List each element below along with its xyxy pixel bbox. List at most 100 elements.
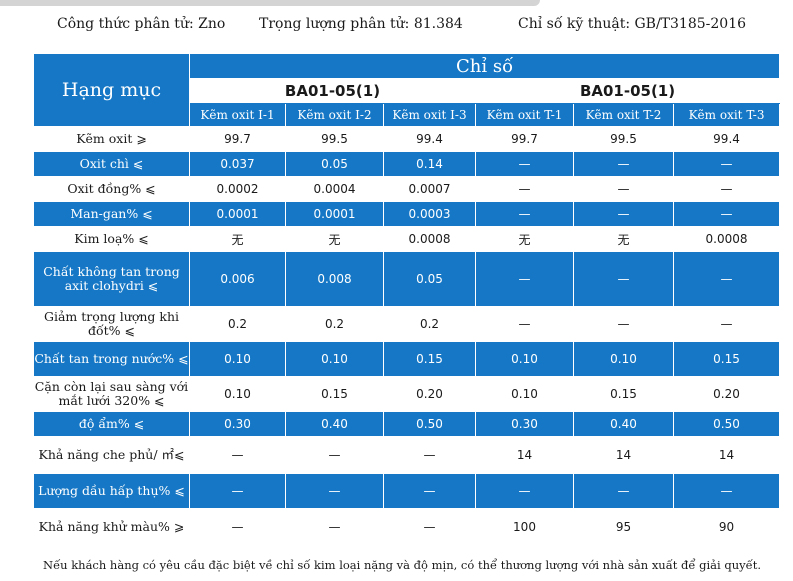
cell-value: — [672, 151, 781, 177]
cell-value: 0.40 [573, 411, 674, 437]
table-row: Man-gan% ⩽ 0.0001 0.0001 0.0003— — — [33, 201, 781, 227]
cell-value: 0.20 [672, 376, 781, 412]
cell-value: 14 [475, 436, 574, 474]
column-header: Kẽm oxit I-2 [285, 103, 384, 127]
table-row: Khả năng che phủ/ ㎡⩽ — — —14 14 14 [33, 436, 781, 474]
cell-value: 0.006 [189, 251, 286, 307]
cell-value: 100 [475, 508, 574, 546]
cell-value: 0.10 [189, 341, 286, 377]
cell-value: 0.50 [672, 411, 781, 437]
cell-value: 99.5 [573, 126, 674, 152]
cell-value: — [672, 473, 781, 509]
table-row: Chất không tan trong axit clohydri ⩽ 0.00… [33, 251, 781, 307]
cell-value: 0.15 [383, 341, 476, 377]
cell-value: — [573, 306, 674, 342]
cell-value: 0.008 [285, 251, 384, 307]
cell-value: 0.0008 [383, 226, 476, 252]
cell-value: 0.40 [285, 411, 384, 437]
cell-value: — [672, 201, 781, 227]
cell-value: 0.0001 [189, 201, 286, 227]
group-header-1: BA01-05(1) [189, 78, 476, 104]
column-header: Kẽm oxit I-1 [189, 103, 286, 127]
cell-value: 99.4 [383, 126, 476, 152]
table-row: độ ẩm% ⩽ 0.30 0.40 0.50 0.30 0.40 0.50 [33, 411, 781, 437]
molecular-weight: Trọng lượng phân tử: 81.384 [259, 16, 463, 32]
table-row: Chất tan trong nước% ⩽ 0.10 0.10 0.15 0.10 0.… [33, 341, 781, 377]
cell-value: — [573, 473, 674, 509]
row-label: Oxit chì ⩽ [33, 151, 190, 177]
row-label: Chất không tan trong axit clohydri ⩽ [33, 251, 190, 307]
cell-value: 0.0007 [383, 176, 476, 202]
cell-value: 99.4 [672, 126, 781, 152]
cell-value: — [383, 436, 476, 474]
cell-value: 0.30 [189, 411, 286, 437]
cell-value: — [383, 508, 476, 546]
table-row: Kim loạ% ⩽ 无无 0.0008 无无 0.0008 [33, 226, 781, 252]
cell-value: 0.0003 [383, 201, 476, 227]
cell-value: 14 [672, 436, 781, 474]
spec-table: Hạng mục Chỉ số BA01-05(1) BA01-05(1) Kẽ… [33, 53, 781, 546]
cell-value: — [475, 306, 574, 342]
column-header: Kẽm oxit T-2 [573, 103, 674, 127]
top-decor-bar [0, 0, 540, 6]
cell-value: 0.2 [383, 306, 476, 342]
cell-value: 0.2 [285, 306, 384, 342]
cell-value: 0.15 [285, 376, 384, 412]
cell-value: — [475, 151, 574, 177]
cell-value: — [475, 251, 574, 307]
cell-value: — [573, 201, 674, 227]
cell-value: 0.05 [285, 151, 384, 177]
cell-value: 无 [573, 226, 674, 252]
cell-value: — [285, 508, 384, 546]
cell-value: 90 [672, 508, 781, 546]
cell-value: 0.0001 [285, 201, 384, 227]
cell-value: — [475, 176, 574, 202]
column-header: Kẽm oxit T-3 [672, 103, 781, 127]
row-label: Man-gan% ⩽ [33, 201, 190, 227]
column-header: Kẽm oxit T-1 [475, 103, 574, 127]
table-row: Kẽm oxit ⩾ 99.7 99.5 99.4 99.7 99.5 99.4 [33, 126, 781, 152]
cell-value: — [189, 436, 286, 474]
row-label: Khả năng khử màu% ⩾ [33, 508, 190, 546]
table-row: Oxit chì ⩽ 0.037 0.05 0.14— — — [33, 151, 781, 177]
footnote: Nếu khách hàng có yêu cầu đặc biệt về ch… [43, 558, 761, 572]
technical-standard: Chỉ số kỹ thuật: GB/T3185-2016 [518, 16, 747, 32]
cell-value: — [285, 436, 384, 474]
cell-value: 0.10 [573, 341, 674, 377]
cell-value: 0.10 [189, 376, 286, 412]
cell-value: — [383, 473, 476, 509]
row-label: Cặn còn lại sau sàng với mắt lưới 320% ⩽ [33, 376, 190, 412]
cell-value: 0.10 [475, 341, 574, 377]
table-row: Giảm trọng lượng khi đốt% ⩽ 0.2 0.2 0.2— — — [33, 306, 781, 342]
table-row: Oxit đồng% ⩽ 0.0002 0.0004 0.0007— — — [33, 176, 781, 202]
cell-value: 0.037 [189, 151, 286, 177]
table-row: Lượng dầu hấp thụ% ⩽ — — — — — — [33, 473, 781, 509]
cell-value: 0.0008 [672, 226, 781, 252]
row-label: Kẽm oxit ⩾ [33, 126, 190, 152]
cell-value: 0.15 [573, 376, 674, 412]
cell-value: 99.5 [285, 126, 384, 152]
cell-value: 0.14 [383, 151, 476, 177]
cell-value: 0.15 [672, 341, 781, 377]
table-row: Khả năng khử màu% ⩾ — — —100 95 90 [33, 508, 781, 546]
cell-value: 0.05 [383, 251, 476, 307]
cell-value: — [672, 251, 781, 307]
row-label: Lượng dầu hấp thụ% ⩽ [33, 473, 190, 509]
cell-value: — [573, 176, 674, 202]
row-label: độ ẩm% ⩽ [33, 411, 190, 437]
cell-value: 0.2 [189, 306, 286, 342]
cell-value: 无 [475, 226, 574, 252]
group-header-2: BA01-05(1) [474, 78, 781, 104]
cell-value: 0.0004 [285, 176, 384, 202]
cell-value: 0.10 [475, 376, 574, 412]
row-label: Khả năng che phủ/ ㎡⩽ [33, 436, 190, 474]
cell-value: 无 [189, 226, 286, 252]
cell-value: — [573, 151, 674, 177]
table-row: Cặn còn lại sau sàng với mắt lưới 320% ⩽… [33, 376, 781, 412]
cell-value: 0.20 [383, 376, 476, 412]
cell-value: 14 [573, 436, 674, 474]
cell-value: — [573, 251, 674, 307]
molecular-formula: Công thức phân tử: Zno [57, 16, 226, 32]
row-label: Chất tan trong nước% ⩽ [33, 341, 190, 377]
row-label: Oxit đồng% ⩽ [33, 176, 190, 202]
